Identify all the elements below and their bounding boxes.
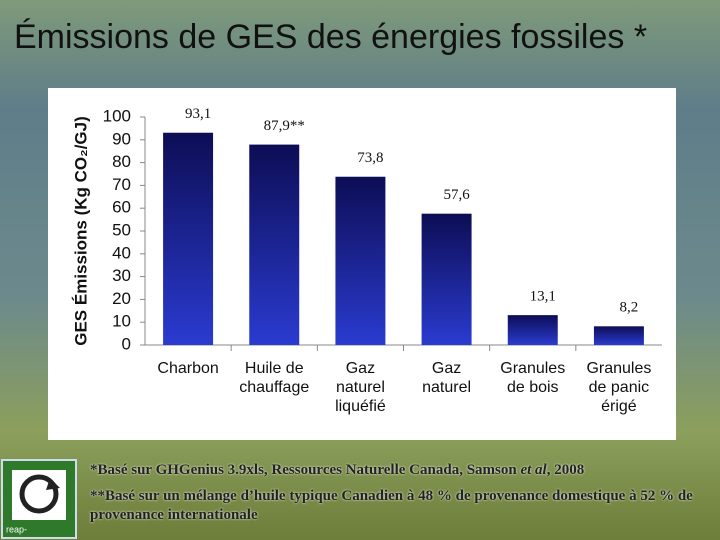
- x-tick-label: naturel: [336, 379, 385, 396]
- value-label-bg: [179, 104, 217, 125]
- x-tick-label: Granules: [500, 360, 565, 377]
- footnote-text: *Basé sur GHGenius 3.9xls, Ressources Na…: [90, 462, 521, 478]
- value-label-bg: [438, 185, 476, 206]
- x-tick-label: de bois: [507, 379, 559, 396]
- y-tick-label: 10: [112, 312, 131, 331]
- x-tick-label: Granules: [586, 360, 651, 377]
- bar: [163, 132, 214, 345]
- x-tick-label: Charbon: [157, 360, 218, 377]
- y-tick-label: 40: [112, 243, 131, 262]
- value-label: 93,1: [185, 106, 211, 122]
- y-tick-label: 100: [103, 106, 131, 125]
- x-tick-label: Gaz: [346, 360, 375, 377]
- bar: [593, 326, 644, 345]
- value-label-bg: [614, 297, 644, 318]
- y-tick-label: 20: [112, 289, 131, 308]
- x-tick-label: naturel: [422, 379, 471, 396]
- value-label: 8,2: [620, 300, 639, 316]
- bar: [507, 315, 558, 345]
- y-tick-label: 0: [122, 334, 131, 353]
- x-tick-label: liquéfié: [335, 398, 386, 415]
- y-tick-label: 50: [112, 220, 131, 239]
- bar: [421, 213, 472, 345]
- x-tick-label: Gaz: [432, 360, 461, 377]
- x-tick-label: érigé: [601, 398, 637, 415]
- y-tick-label: 60: [112, 198, 131, 217]
- bar: [249, 144, 300, 345]
- x-tick-label: Huile de: [245, 360, 304, 377]
- logo: reap-: [1, 459, 77, 539]
- x-tick-label: chauffage: [239, 379, 309, 396]
- value-label: 73,8: [357, 150, 383, 166]
- value-label-bg: [258, 116, 310, 137]
- value-label-bg: [524, 286, 561, 307]
- value-label: 57,6: [443, 187, 470, 203]
- footnote: **Basé sur un mélange d’huile typique Ca…: [90, 488, 693, 523]
- value-label-bg: [352, 148, 389, 169]
- y-tick-label: 30: [112, 266, 131, 285]
- y-axis-title: GES Émissions (Kg CO₂/GJ): [71, 116, 90, 346]
- footnote: *Basé sur GHGenius 3.9xls, Ressources Na…: [90, 461, 700, 480]
- y-tick-label: 70: [112, 175, 131, 194]
- x-tick-label: de panic: [589, 379, 650, 396]
- y-tick-label: 80: [112, 152, 131, 171]
- value-label: 87,9**: [264, 118, 305, 134]
- slide-title: Émissions de GES des énergies fossiles *: [14, 18, 648, 56]
- bar: [335, 176, 386, 345]
- y-tick-label: 90: [112, 129, 131, 148]
- logo-text: reap-: [6, 524, 27, 534]
- footnote-text: et al: [520, 462, 547, 478]
- footnote-text: , 2008: [546, 462, 585, 478]
- value-label: 13,1: [530, 289, 556, 305]
